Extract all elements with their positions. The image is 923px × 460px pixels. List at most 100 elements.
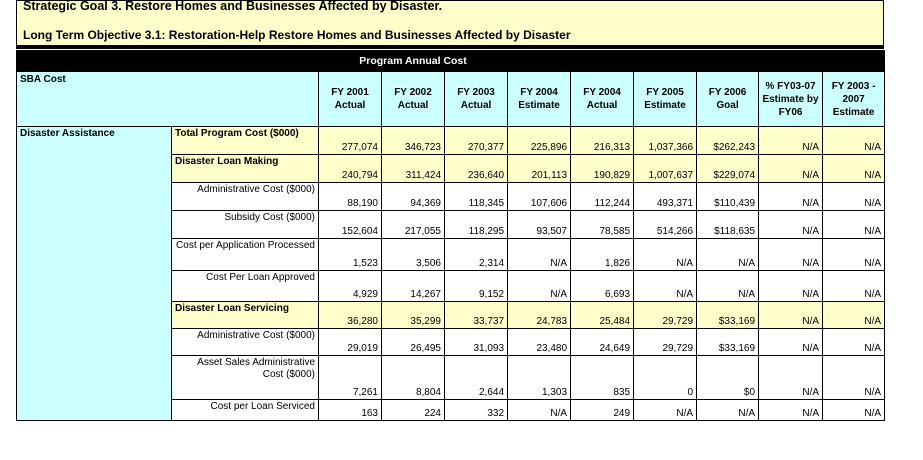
table-row: Disaster Assistance Total Program Cost (… [16,126,886,421]
cell-value: 26,495 [381,328,445,356]
sba-cost-label: SBA Cost [16,71,319,127]
cell-value: 78,585 [570,210,635,239]
cell-value: 7,261 [318,355,382,400]
cell-value: 31,093 [443,328,509,356]
cell-value: 25,484 [570,301,635,329]
cell-value: N/A [822,270,886,302]
table-row: Asset Sales Administrative Cost ($000) 7… [17,355,886,400]
cell-value: 277,074 [318,126,382,155]
cell-value: 112,244 [570,182,635,211]
cell-value: 190,829 [570,154,635,183]
cell-value: 311,424 [381,154,445,183]
cell-value: N/A [696,238,760,271]
cell-value: 35,299 [381,301,445,329]
cell-value: 14,267 [381,270,445,302]
column-header-row: SBA Cost FY 2001 Actual FY 2002 Actual F… [16,71,886,127]
cell-value: 835 [570,355,635,400]
cell-value: N/A [822,154,886,183]
cell-value: N/A [822,399,886,421]
cell-value: 23,480 [507,328,572,356]
cell-value: N/A [822,301,886,329]
cell-value: 8,804 [381,355,445,400]
cell-value: 163 [318,399,382,421]
cell-value: N/A [758,328,824,356]
column-header: FY 2001 Actual [318,71,382,127]
table-title-cell [16,50,319,72]
cell-value: 24,783 [507,301,572,329]
cell-value: 240,794 [318,154,382,183]
column-header: FY 2002 Actual [381,71,445,127]
cell-value: $262,243 [696,126,760,155]
cell-value: 29,729 [633,301,698,329]
table-row: Administrative Cost ($000) 29,019 26,495… [17,328,886,356]
row-label: Cost per Loan Serviced [171,399,319,421]
cell-value: 216,313 [570,126,635,155]
cell-value: 152,604 [318,210,382,239]
cell-value: N/A [507,270,572,302]
goal-header: Strategic Goal 3. Restore Homes and Busi… [16,0,884,46]
cell-value: N/A [822,238,886,271]
cell-value: 0 [633,355,698,400]
row-label: Asset Sales Administrative Cost ($000) [171,355,319,400]
column-header: FY 2005 Estimate [633,71,698,127]
cell-value: $33,169 [696,301,760,329]
program-cost-table: Program Annual Cost SBA Cost FY 2001 Act… [16,50,886,421]
program-annual-cost-label: Program Annual Cost [317,50,509,72]
cell-value: 36,280 [318,301,382,329]
row-label: Total Program Cost ($000) [171,126,319,155]
cell-value: N/A [758,355,824,400]
cell-value: N/A [696,270,760,302]
cell-value: 33,737 [443,301,509,329]
cell-value: N/A [822,182,886,211]
row-label: Disaster Loan Making [171,154,319,183]
cell-value: 1,037,366 [633,126,698,155]
cell-value: 29,729 [633,328,698,356]
cell-value: N/A [758,399,824,421]
cell-value: N/A [696,399,760,421]
table-row: Disaster Loan Making 240,794 311,424 236… [17,154,886,183]
cell-value: N/A [822,126,886,155]
cell-value: 201,113 [507,154,572,183]
cell-value: $229,074 [696,154,760,183]
strategic-goal-title: Strategic Goal 3. Restore Homes and Busi… [23,0,443,13]
header-spacer [507,50,886,72]
cell-value: 224 [381,399,445,421]
row-label: Administrative Cost ($000) [171,328,319,356]
cell-value: 225,896 [507,126,572,155]
cell-value: N/A [822,355,886,400]
column-header: FY 2004 Actual [570,71,635,127]
cell-value: N/A [822,328,886,356]
cell-value: $0 [696,355,760,400]
cell-value: N/A [633,399,698,421]
cell-value: N/A [758,301,824,329]
cell-value: 93,507 [507,210,572,239]
row-label: Cost per Application Processed [171,238,319,271]
header-divider [16,46,884,49]
cell-value: $118,635 [696,210,760,239]
cell-value: 118,295 [443,210,509,239]
cell-value: 1,523 [318,238,382,271]
cell-value: 4,929 [318,270,382,302]
cell-value: 346,723 [381,126,445,155]
cell-value: N/A [507,238,572,271]
cell-value: 6,693 [570,270,635,302]
row-label: Disaster Loan Servicing [171,301,319,329]
table-row: Cost Per Loan Approved 4,929 14,267 9,15… [17,270,886,302]
long-term-objective-title: Long Term Objective 3.1: Restoration-Hel… [23,28,571,42]
cell-value: 3,506 [381,238,445,271]
cell-value: 1,303 [507,355,572,400]
row-label: Subsidy Cost ($000) [171,210,319,239]
cell-value: 249 [570,399,635,421]
cell-value: N/A [758,270,824,302]
program-header-row: Program Annual Cost [16,50,886,72]
cell-value: 29,019 [318,328,382,356]
table-row: Disaster Loan Servicing 36,280 35,299 33… [17,301,886,329]
cell-value: 270,377 [443,126,509,155]
cell-value: 332 [443,399,509,421]
table-row: Cost per Loan Serviced 163 224 332 N/A 2… [17,399,886,421]
column-header: % FY03-07 Estimate by FY06 [758,71,824,127]
cell-value: 107,606 [507,182,572,211]
cell-value: 2,644 [443,355,509,400]
cell-value: N/A [633,238,698,271]
cell-value: N/A [633,270,698,302]
